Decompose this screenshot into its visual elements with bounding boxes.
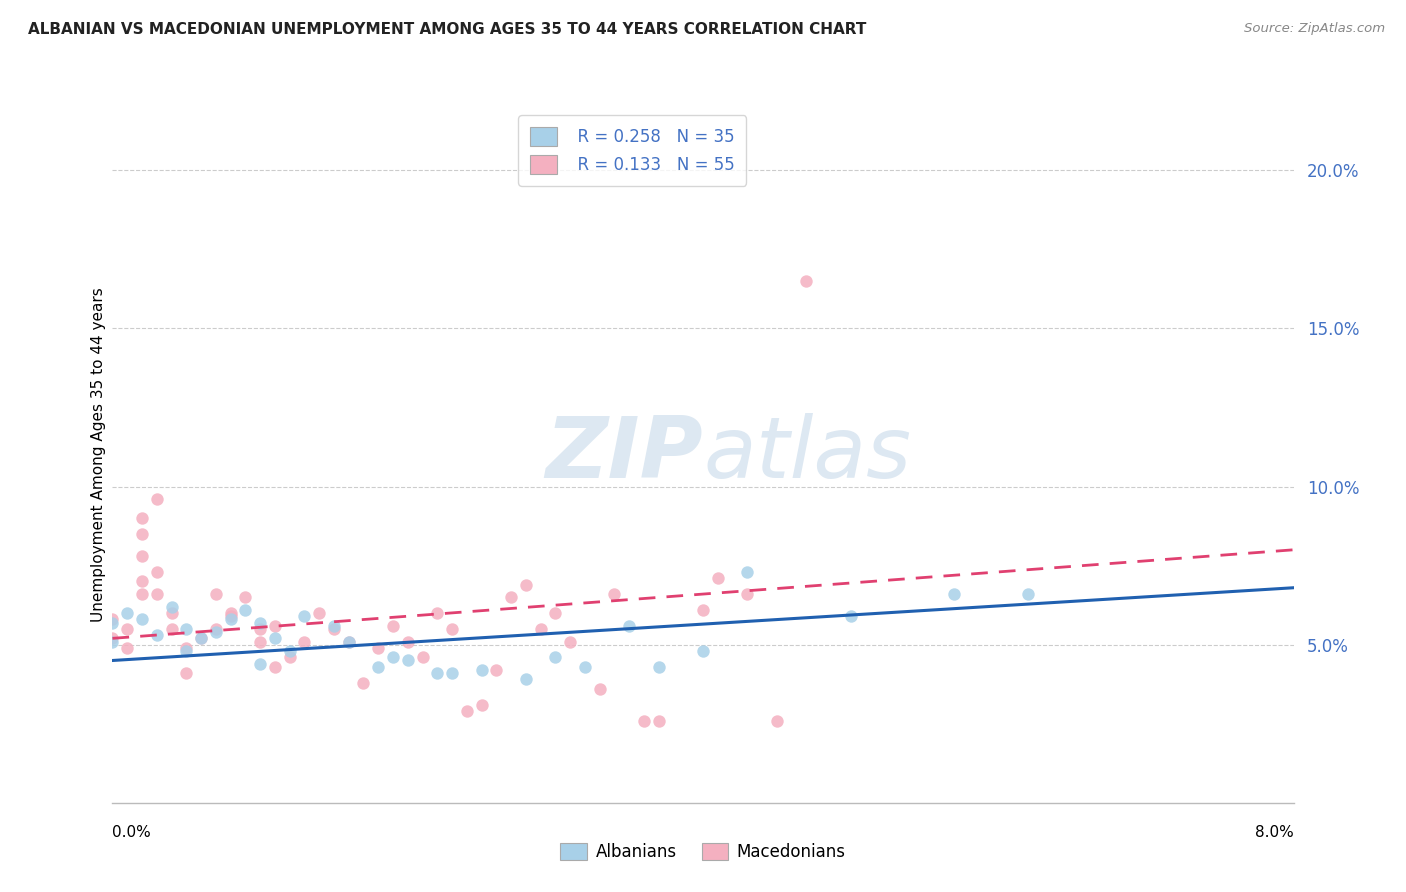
- Point: [249, 615, 271, 630]
- Point: [101, 634, 124, 648]
- Point: [146, 565, 169, 579]
- Point: [160, 606, 183, 620]
- Legend: Albanians, Macedonians: Albanians, Macedonians: [554, 836, 852, 868]
- Point: [131, 511, 153, 525]
- Point: [131, 549, 153, 563]
- Point: [323, 618, 346, 632]
- Point: [308, 606, 330, 620]
- Point: [471, 663, 494, 677]
- Point: [205, 625, 228, 640]
- Point: [174, 640, 197, 655]
- Point: [765, 714, 787, 728]
- Point: [278, 644, 301, 658]
- Point: [264, 618, 287, 632]
- Point: [633, 714, 655, 728]
- Point: [205, 622, 228, 636]
- Point: [647, 660, 671, 674]
- Point: [515, 577, 537, 591]
- Text: atlas: atlas: [703, 413, 911, 497]
- Y-axis label: Unemployment Among Ages 35 to 44 years: Unemployment Among Ages 35 to 44 years: [91, 287, 105, 623]
- Point: [574, 660, 596, 674]
- Point: [485, 663, 508, 677]
- Point: [942, 587, 965, 601]
- Point: [146, 587, 169, 601]
- Point: [264, 660, 287, 674]
- Point: [396, 634, 419, 648]
- Point: [839, 609, 862, 624]
- Point: [146, 492, 169, 507]
- Point: [146, 628, 169, 642]
- Point: [560, 634, 582, 648]
- Point: [588, 681, 610, 696]
- Point: [249, 634, 271, 648]
- Point: [190, 632, 212, 646]
- Point: [737, 565, 759, 579]
- Point: [529, 622, 551, 636]
- Point: [264, 632, 287, 646]
- Text: 0.0%: 0.0%: [112, 825, 152, 840]
- Point: [456, 704, 478, 718]
- Point: [160, 599, 183, 614]
- Point: [501, 591, 523, 605]
- Point: [278, 650, 301, 665]
- Point: [367, 640, 389, 655]
- Point: [603, 587, 626, 601]
- Point: [219, 609, 242, 624]
- Point: [426, 666, 449, 681]
- Point: [647, 714, 671, 728]
- Point: [117, 640, 138, 655]
- Point: [382, 618, 405, 632]
- Point: [796, 274, 818, 288]
- Text: ALBANIAN VS MACEDONIAN UNEMPLOYMENT AMONG AGES 35 TO 44 YEARS CORRELATION CHART: ALBANIAN VS MACEDONIAN UNEMPLOYMENT AMON…: [28, 22, 866, 37]
- Point: [367, 660, 389, 674]
- Point: [219, 606, 242, 620]
- Text: 8.0%: 8.0%: [1254, 825, 1294, 840]
- Point: [1017, 587, 1039, 601]
- Point: [441, 622, 464, 636]
- Text: ZIP: ZIP: [546, 413, 703, 497]
- Point: [249, 622, 271, 636]
- Point: [441, 666, 464, 681]
- Point: [174, 644, 197, 658]
- Point: [131, 574, 153, 589]
- Legend:   R = 0.258   N = 35,   R = 0.133   N = 55: R = 0.258 N = 35, R = 0.133 N = 55: [519, 115, 747, 186]
- Point: [619, 618, 641, 632]
- Point: [737, 587, 759, 601]
- Point: [707, 571, 730, 585]
- Point: [515, 673, 537, 687]
- Point: [382, 650, 405, 665]
- Point: [131, 527, 153, 541]
- Point: [292, 634, 315, 648]
- Point: [352, 675, 374, 690]
- Point: [249, 657, 271, 671]
- Point: [544, 606, 567, 620]
- Point: [692, 644, 714, 658]
- Point: [471, 698, 494, 712]
- Point: [101, 615, 124, 630]
- Point: [131, 587, 153, 601]
- Point: [323, 622, 346, 636]
- Point: [174, 666, 197, 681]
- Point: [426, 606, 449, 620]
- Point: [233, 603, 256, 617]
- Point: [190, 632, 212, 646]
- Point: [396, 653, 419, 667]
- Point: [101, 612, 124, 626]
- Point: [337, 634, 360, 648]
- Point: [292, 609, 315, 624]
- Point: [337, 634, 360, 648]
- Point: [101, 632, 124, 646]
- Point: [233, 591, 256, 605]
- Point: [412, 650, 434, 665]
- Point: [160, 622, 183, 636]
- Point: [131, 612, 153, 626]
- Point: [544, 650, 567, 665]
- Point: [174, 622, 197, 636]
- Point: [117, 622, 138, 636]
- Point: [692, 603, 714, 617]
- Point: [205, 587, 228, 601]
- Point: [219, 612, 242, 626]
- Text: Source: ZipAtlas.com: Source: ZipAtlas.com: [1244, 22, 1385, 36]
- Point: [117, 606, 138, 620]
